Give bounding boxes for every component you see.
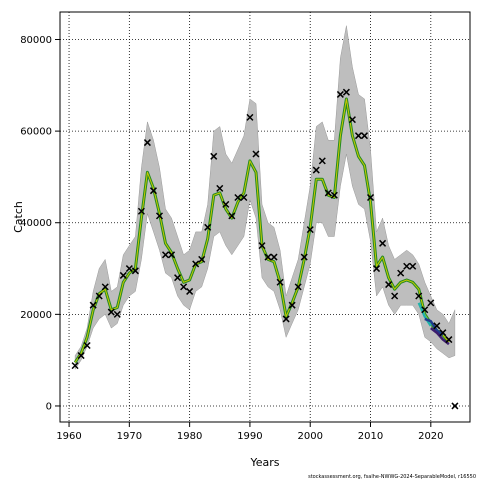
observed-point	[77, 352, 85, 360]
observed-point	[288, 301, 296, 309]
observed-point	[348, 116, 356, 124]
observed-point	[270, 253, 278, 261]
observed-point	[174, 274, 182, 282]
observed-point	[149, 187, 157, 195]
x-axis-title: Years	[249, 456, 279, 469]
y-tick-label: 80000	[20, 35, 52, 46]
observed-point	[336, 90, 344, 98]
observed-point	[137, 207, 145, 215]
observed-point	[282, 315, 290, 323]
observed-point	[360, 132, 369, 140]
observed-point	[155, 212, 164, 220]
observed-point	[324, 189, 332, 197]
observed-point	[391, 292, 399, 300]
observed-point	[168, 251, 176, 259]
observed-point	[415, 292, 423, 300]
observed-point	[427, 299, 435, 307]
observed-point	[421, 306, 429, 314]
y-tick-label: 0	[46, 401, 52, 412]
confidence-band	[74, 25, 456, 371]
observed-point	[252, 150, 260, 158]
observed-point	[312, 166, 320, 174]
observed-point	[373, 265, 381, 273]
x-tick-label: 2010	[358, 431, 383, 442]
y-tick-label: 60000	[20, 127, 52, 138]
y-tick-label: 40000	[20, 218, 52, 229]
observed-point	[385, 281, 393, 289]
observed-point	[240, 194, 248, 202]
observed-point	[89, 301, 97, 309]
estimate-line-layer	[73, 97, 451, 364]
x-tick-label: 1990	[237, 431, 262, 442]
observed-point	[222, 200, 230, 208]
observed-point	[192, 260, 200, 268]
x-tick-label: 2020	[418, 431, 443, 442]
observed-point	[71, 362, 79, 370]
observed-point	[95, 292, 103, 300]
confidence-band-layer	[74, 25, 456, 371]
observed-point	[161, 251, 170, 259]
observed-point	[439, 329, 447, 337]
observed-point	[216, 184, 224, 192]
observed-point	[186, 287, 194, 295]
y-axis-title: Catch	[12, 201, 25, 233]
observed-point	[143, 139, 151, 147]
observed-point	[234, 194, 242, 202]
axes-layer: 1960 1970 1980 1990 2000 2010 2020 0 20000 40000 6…	[20, 35, 443, 442]
observed-point	[107, 308, 115, 316]
observed-point	[210, 152, 218, 160]
retro-line	[417, 302, 432, 327]
observed-point	[83, 341, 91, 350]
observed-points-layer	[71, 88, 459, 410]
observed-point	[445, 336, 453, 344]
observed-point	[294, 283, 302, 291]
observed-point	[451, 402, 459, 410]
observed-point	[354, 132, 362, 140]
observed-point	[180, 283, 188, 291]
estimate-line	[73, 97, 451, 364]
observed-point	[131, 267, 139, 275]
observed-point	[125, 265, 133, 273]
observed-point	[113, 310, 121, 318]
observed-point	[119, 271, 127, 279]
observed-point	[366, 194, 375, 202]
observed-point	[300, 253, 308, 261]
observed-point	[306, 226, 314, 234]
x-tick-label: 1960	[56, 431, 81, 442]
observed-point	[397, 269, 405, 277]
x-tick-label: 1970	[117, 431, 142, 442]
observed-point	[246, 113, 254, 121]
plot-frame	[59, 11, 471, 423]
observed-point	[409, 262, 417, 270]
observed-point	[204, 223, 212, 231]
observed-point	[258, 242, 266, 250]
observed-point	[228, 212, 236, 220]
retro-line	[424, 317, 444, 336]
x-tick-label: 2000	[297, 431, 322, 442]
observed-point	[318, 157, 326, 165]
observed-point	[101, 283, 109, 291]
observed-point	[330, 191, 338, 199]
observed-point	[433, 322, 441, 330]
credit-text: stockassessment.org, fsalhe-NWWG-2024-Se…	[308, 474, 476, 480]
y-tick-label: 20000	[20, 310, 52, 321]
observed-point	[403, 262, 411, 270]
x-tick-label: 1980	[177, 431, 202, 442]
observed-point	[276, 278, 284, 286]
observed-point	[198, 255, 206, 263]
observed-point	[379, 239, 387, 247]
observed-point	[264, 253, 272, 261]
observed-point	[342, 88, 350, 96]
